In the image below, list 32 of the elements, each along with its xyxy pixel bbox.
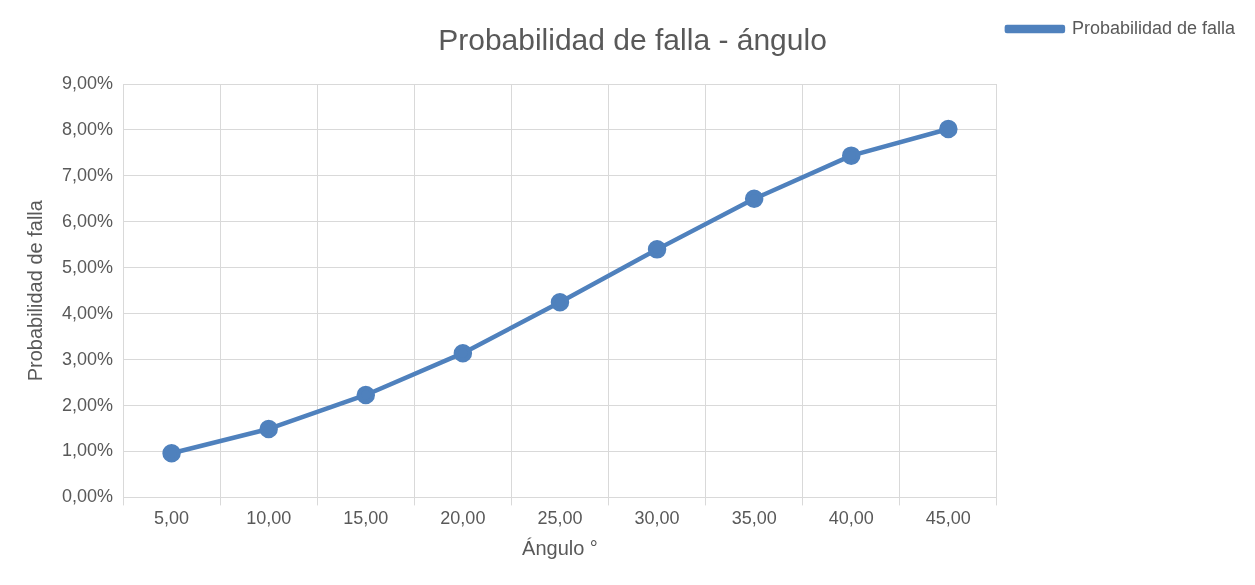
point xyxy=(647,240,667,259)
point xyxy=(453,343,473,363)
x-tick-label: 5,00 xyxy=(154,508,190,529)
x-tick-label: 45,00 xyxy=(925,508,971,529)
point xyxy=(939,119,958,139)
x-tick-label: 35,00 xyxy=(731,508,777,529)
y-tick-label: 3,00% xyxy=(61,348,114,369)
legend-label: Probabilidad de falla xyxy=(1071,17,1236,38)
point xyxy=(259,419,278,439)
point xyxy=(841,146,861,165)
y-tick-label: 2,00% xyxy=(61,394,114,415)
point xyxy=(162,444,181,463)
y-tick-label: 0,00% xyxy=(61,486,114,507)
y-tick-label: 4,00% xyxy=(61,302,114,323)
point xyxy=(356,385,376,405)
y-tick-label: 6,00% xyxy=(61,210,114,231)
x-axis-title: Ángulo ° xyxy=(522,536,598,559)
chart-title: Probabilidad de falla - ángulo xyxy=(438,23,827,57)
x-tick-label: 10,00 xyxy=(246,508,292,529)
y-tick-label: 9,00% xyxy=(61,72,114,93)
x-tick-label: 20,00 xyxy=(440,508,486,529)
y-tick-label: 1,00% xyxy=(61,440,114,461)
x-tick-label: 15,00 xyxy=(343,508,389,529)
x-tick-label: 30,00 xyxy=(634,508,680,529)
y-tick-label: 5,00% xyxy=(61,256,114,277)
point xyxy=(550,292,570,312)
y-tick-label: 8,00% xyxy=(61,118,114,139)
point xyxy=(744,189,764,209)
x-tick-label: 40,00 xyxy=(828,508,874,529)
y-axis-title: Probabilidad de falla xyxy=(23,199,46,382)
x-tick-label: 25,00 xyxy=(537,508,583,529)
y-tick-label: 7,00% xyxy=(61,164,114,185)
